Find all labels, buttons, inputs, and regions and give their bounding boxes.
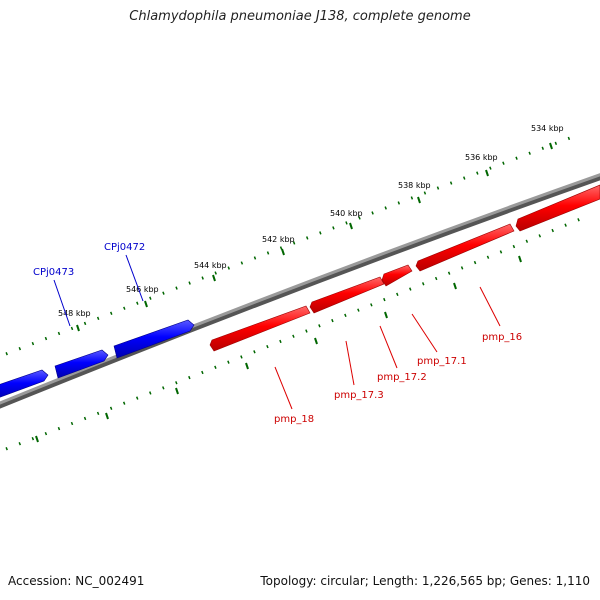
tick-label: 546 kbp: [126, 285, 159, 294]
tick-label: 538 kbp: [398, 181, 431, 190]
map-title: Chlamydophila pneumoniae J138, complete …: [129, 9, 471, 24]
tick-labels: 534 kbp 536 kbp 538 kbp 540 kbp 542 kbp …: [58, 124, 564, 318]
reverse-genes: [0, 319, 195, 399]
genome-summary: Topology: circular; Length: 1,226,565 bp…: [260, 574, 590, 588]
tick-label: 542 kbp: [262, 235, 295, 244]
gene-label-pmp-16[interactable]: pmp_16: [482, 332, 522, 343]
forward-gene-labels: pmp_16 pmp_17.1 pmp_17.2 pmp_17.3 pmp_18: [274, 332, 522, 425]
tick-label: 540 kbp: [330, 209, 363, 218]
gene-pmp-16-arrow[interactable]: [515, 184, 600, 232]
gene-cpj0473-arrow[interactable]: [0, 369, 49, 399]
outer-tick-ring: [5, 136, 571, 356]
backbone: [0, 173, 600, 405]
inner-major-ticks: [35, 255, 522, 443]
gene-pmp-17-3-arrow[interactable]: [309, 276, 385, 314]
gene-pmp-18-arrow[interactable]: [209, 305, 311, 352]
gene-pmp-17-1-arrow[interactable]: [415, 223, 515, 272]
reverse-gene-labels: CPj0472 CPj0473: [33, 242, 145, 278]
gene-label-pmp-18[interactable]: pmp_18: [274, 414, 314, 425]
forward-genes: [209, 184, 600, 352]
gene-label-pmp-17-1[interactable]: pmp_17.1: [417, 356, 467, 367]
reverse-leader-lines: [53, 254, 144, 327]
tick-label: 548 kbp: [58, 309, 91, 318]
tick-label: 544 kbp: [194, 261, 227, 270]
gene-cpj0472-arrow[interactable]: [113, 319, 195, 359]
forward-leader-lines: [274, 286, 501, 410]
tick-label: 536 kbp: [465, 153, 498, 162]
gene-label-cpj0472[interactable]: CPj0472: [104, 242, 145, 253]
backbone-shadow: [0, 175, 600, 409]
tick-label: 534 kbp: [531, 124, 564, 133]
gene-pmp-17-2-arrow[interactable]: [381, 264, 413, 287]
major-ticks: [76, 142, 553, 332]
gene-label-pmp-17-2[interactable]: pmp_17.2: [377, 372, 427, 383]
gene-label-cpj0473[interactable]: CPj0473: [33, 267, 74, 278]
gene-label-pmp-17-3[interactable]: pmp_17.3: [334, 390, 384, 401]
accession-label: Accession: NC_002491: [8, 574, 145, 588]
gene-block-arrow[interactable]: [54, 349, 109, 379]
